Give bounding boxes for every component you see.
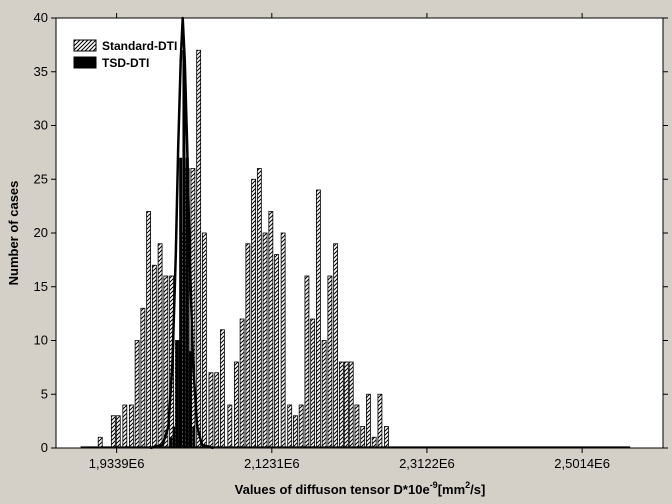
standard-dti-bar-34 (304, 275, 310, 449)
standard-dti-bar-20 (220, 329, 225, 449)
standard-dti-bar-16 (196, 49, 202, 449)
standard-dti-bar-6 (140, 307, 146, 449)
standard-dti-bar-24 (245, 243, 251, 449)
tsd-dti-bar-0 (169, 437, 173, 448)
standard-dti-bar-8 (151, 264, 157, 449)
standard-dti-bar-31 (287, 404, 293, 449)
standard-dti-bar-28 (268, 211, 274, 449)
x-axis-label-exponent: -9 (430, 480, 438, 490)
standard-dti-bar-42 (348, 361, 354, 449)
standard-dti-bar-30 (280, 232, 286, 449)
standard-dti-bar-21 (227, 404, 233, 449)
standard-dti-bar-48 (384, 426, 389, 449)
tsd-dti-bar-3 (179, 157, 183, 448)
y-tick-label-7: 35 (34, 64, 48, 79)
legend-label-standard: Standard-DTI (102, 39, 177, 53)
y-tick-label-1: 5 (41, 386, 48, 401)
standard-dti-bar-32 (293, 415, 298, 449)
standard-dti-bar-41 (343, 361, 349, 449)
tsd-dti-fit-curve (149, 16, 214, 450)
standard-dti-bar-18 (208, 372, 214, 449)
standard-dti-bar-33 (298, 404, 304, 449)
tsd-dti-bar-7 (192, 426, 196, 448)
x-axis-label-unit-exponent: 2 (465, 480, 470, 490)
y-axis: 0 5 10 15 20 25 30 35 40 (34, 10, 668, 455)
tsd-dti-bar-6 (189, 351, 193, 448)
standard-dti-bar-5 (134, 340, 140, 449)
standard-dti-bar-39 (333, 243, 339, 449)
standard-dti-bar-26 (256, 168, 262, 449)
legend-label-tsd: TSD-DTI (102, 56, 149, 70)
tsd-dti-bars (169, 50, 196, 448)
x-axis-label: Values of diffuson tensor D*10e-9[mm2/s] (235, 480, 486, 497)
tsd-dti-bar-4 (182, 50, 186, 448)
x-axis-label-unit-open: [mm (438, 482, 465, 497)
x-tick-label-0: 1,9339E6 (89, 456, 145, 471)
tsd-dti-bar-5 (185, 157, 189, 448)
standard-dti-bar-46 (371, 436, 377, 449)
standard-dti-bar-45 (366, 393, 371, 449)
standard-dti-bar-29 (274, 254, 279, 449)
standard-dti-bar-25 (251, 178, 257, 449)
x-axis: 1,9339E6 2,1231E6 2,3122E6 2,5014E6 (89, 13, 610, 471)
standard-dti-bar-19 (214, 372, 220, 449)
standard-dti-bar-3 (122, 404, 128, 449)
fit-curves (80, 16, 631, 450)
standard-dti-bar-35 (310, 318, 316, 449)
standard-dti-bar-9 (157, 243, 163, 449)
standard-dti-bar-22 (233, 361, 239, 449)
y-axis-label: Number of cases (6, 181, 21, 286)
x-tick-label-2: 2,3122E6 (399, 456, 455, 471)
y-tick-label-0: 0 (41, 440, 48, 455)
standard-dti-bar-0 (97, 436, 103, 449)
standard-dti-bar-47 (377, 393, 383, 449)
legend: Standard-DTI TSD-DTI (73, 39, 177, 70)
standard-dti-bars (97, 49, 389, 449)
standard-dti-bar-23 (239, 318, 245, 449)
standard-dti-bar-37 (321, 340, 327, 449)
standard-dti-bar-27 (262, 232, 268, 449)
y-tick-label-4: 20 (34, 225, 48, 240)
y-tick-label-3: 15 (34, 279, 48, 294)
standard-dti-bar-44 (360, 426, 366, 449)
standard-dti-bar-1 (110, 415, 116, 449)
y-tick-label-2: 10 (34, 333, 48, 348)
x-tick-label-1: 2,1231E6 (244, 456, 300, 471)
legend-swatch-tsd (73, 56, 97, 69)
legend-swatch-standard (73, 39, 97, 52)
standard-dti-bar-17 (201, 232, 207, 449)
y-tick-label-6: 30 (34, 118, 48, 133)
standard-dti-bar-40 (338, 361, 344, 449)
standard-dti-bar-4 (128, 404, 134, 449)
plot-area (55, 17, 664, 449)
x-tick-label-3: 2,5014E6 (554, 456, 610, 471)
x-axis-label-unit-close: /s] (470, 482, 485, 497)
standard-dti-bar-43 (354, 404, 360, 449)
standard-dti-bar-2 (115, 415, 121, 449)
tsd-dti-bar-2 (175, 340, 179, 448)
standard-dti-bar-38 (327, 275, 333, 449)
x-axis-label-main: Values of diffuson tensor D*10e (235, 482, 430, 497)
tsd-dti-bar-1 (172, 426, 176, 448)
standard-dti-bar-10 (163, 275, 169, 449)
y-tick-label-5: 25 (34, 171, 48, 186)
standard-dti-bar-36 (316, 189, 321, 449)
standard-dti-bar-7 (146, 211, 152, 449)
y-tick-label-8: 40 (34, 10, 48, 25)
